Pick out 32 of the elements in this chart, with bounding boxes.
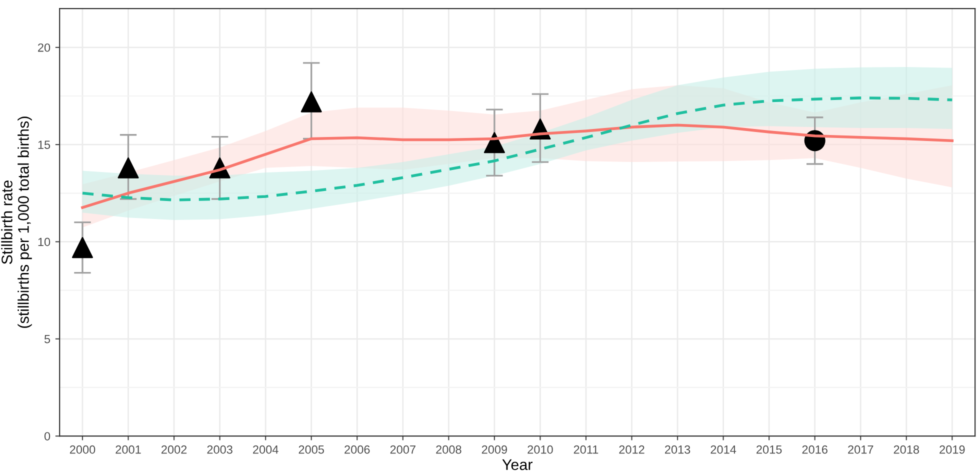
point bbox=[300, 91, 322, 112]
line-series bbox=[81, 96, 954, 202]
x-tick-label: 2016 bbox=[802, 445, 828, 454]
y-tick-label: 5 bbox=[44, 335, 50, 344]
x-tick-label: 2003 bbox=[207, 445, 232, 454]
x-tick-label: 2000 bbox=[70, 445, 96, 454]
x-tick-label: 2013 bbox=[664, 445, 690, 454]
y-tick-label: 10 bbox=[38, 238, 50, 246]
point bbox=[484, 132, 505, 154]
x-tick-label: 2009 bbox=[482, 445, 508, 454]
x-tick-label: 2007 bbox=[390, 445, 416, 454]
x-tick-label: 2001 bbox=[116, 445, 141, 454]
y-tick-label: 20 bbox=[38, 43, 50, 52]
x-tick-label: 2017 bbox=[848, 445, 874, 454]
point bbox=[118, 157, 139, 178]
x-tick-label: 2002 bbox=[161, 445, 187, 454]
y-tick-label: 0 bbox=[44, 432, 50, 440]
x-tick-label: 2010 bbox=[528, 445, 553, 454]
x-tick-label: 2004 bbox=[253, 445, 278, 454]
x-tick-label: 2018 bbox=[894, 445, 920, 454]
y-tick-label: 15 bbox=[38, 140, 50, 149]
x-tick-label: 2006 bbox=[344, 445, 370, 454]
x-tick-label: 2005 bbox=[298, 445, 324, 454]
x-tick-label: 2014 bbox=[710, 445, 736, 454]
x-tick-label: 2008 bbox=[436, 445, 462, 454]
x-axis-title: Year bbox=[502, 459, 533, 470]
point bbox=[72, 237, 93, 258]
x-tick-label: 2015 bbox=[756, 445, 782, 454]
x-tick-label: 2012 bbox=[619, 445, 644, 454]
x-tick-label: 2011 bbox=[574, 445, 598, 454]
x-tick-label: 2019 bbox=[940, 445, 965, 454]
y-axis-title: Stillbirth rate (stillbirths per 1,000 total births) bbox=[1, 116, 32, 328]
